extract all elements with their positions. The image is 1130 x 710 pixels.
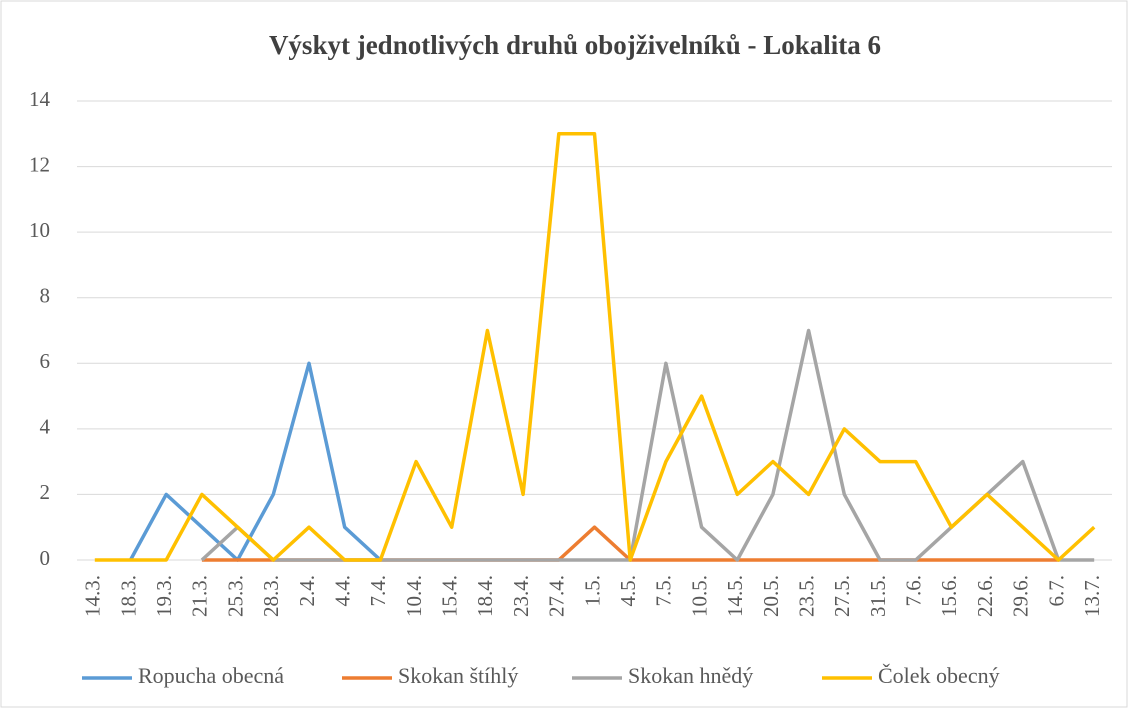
x-tick-label: 14.3. bbox=[81, 575, 105, 617]
y-tick-label: 2 bbox=[40, 480, 51, 504]
y-tick-label: 0 bbox=[40, 546, 51, 570]
x-tick-label: 15.4. bbox=[438, 575, 462, 617]
y-tick-label: 8 bbox=[40, 284, 51, 308]
x-tick-label: 10.4. bbox=[402, 575, 426, 617]
y-tick-label: 4 bbox=[40, 415, 51, 439]
x-tick-label: 28.3. bbox=[259, 575, 283, 617]
x-tick-label: 1.5. bbox=[580, 575, 604, 607]
x-tick-label: 19.3. bbox=[152, 575, 176, 617]
legend-label: Čolek obecný bbox=[878, 663, 1000, 688]
x-tick-label: 10.5. bbox=[687, 575, 711, 617]
y-tick-label: 6 bbox=[40, 349, 51, 373]
x-tick-label: 7.6. bbox=[902, 575, 926, 607]
legend-label: Skokan štíhlý bbox=[398, 663, 518, 688]
legend-label: Skokan hnědý bbox=[628, 663, 753, 688]
y-tick-label: 14 bbox=[29, 87, 51, 111]
x-tick-label: 18.3. bbox=[116, 575, 140, 617]
x-tick-label: 23.4. bbox=[509, 575, 533, 617]
x-tick-label: 23.5. bbox=[794, 575, 818, 617]
x-tick-label: 4.4. bbox=[330, 575, 354, 607]
x-tick-label: 21.3. bbox=[188, 575, 212, 617]
x-tick-label: 27.4. bbox=[545, 575, 569, 617]
x-tick-label: 7.5. bbox=[652, 575, 676, 607]
x-tick-label: 6.7. bbox=[1044, 575, 1068, 607]
chart-title: Výskyt jednotlivých druhů obojživelníků … bbox=[269, 30, 881, 60]
legend-label: Ropucha obecná bbox=[138, 663, 284, 688]
series-line bbox=[128, 361, 382, 562]
y-tick-label: 10 bbox=[29, 218, 50, 242]
x-tick-label: 15.6. bbox=[937, 575, 961, 617]
x-tick-label: 7.4. bbox=[366, 575, 390, 607]
series-line bbox=[94, 132, 1096, 562]
x-tick-label: 4.5. bbox=[616, 575, 640, 607]
x-tick-label: 13.7. bbox=[1080, 575, 1104, 617]
x-tick-label: 14.5. bbox=[723, 575, 747, 617]
x-tick-label: 29.6. bbox=[1009, 575, 1033, 617]
x-tick-label: 22.6. bbox=[973, 575, 997, 617]
x-tick-label: 25.3. bbox=[223, 575, 247, 617]
x-tick-label: 27.5. bbox=[830, 575, 854, 617]
x-tick-label: 31.5. bbox=[866, 575, 890, 617]
x-tick-label: 2.4. bbox=[295, 575, 319, 607]
x-tick-label: 18.4. bbox=[473, 575, 497, 617]
x-tick-label: 20.5. bbox=[759, 575, 783, 617]
y-tick-label: 12 bbox=[29, 152, 50, 176]
